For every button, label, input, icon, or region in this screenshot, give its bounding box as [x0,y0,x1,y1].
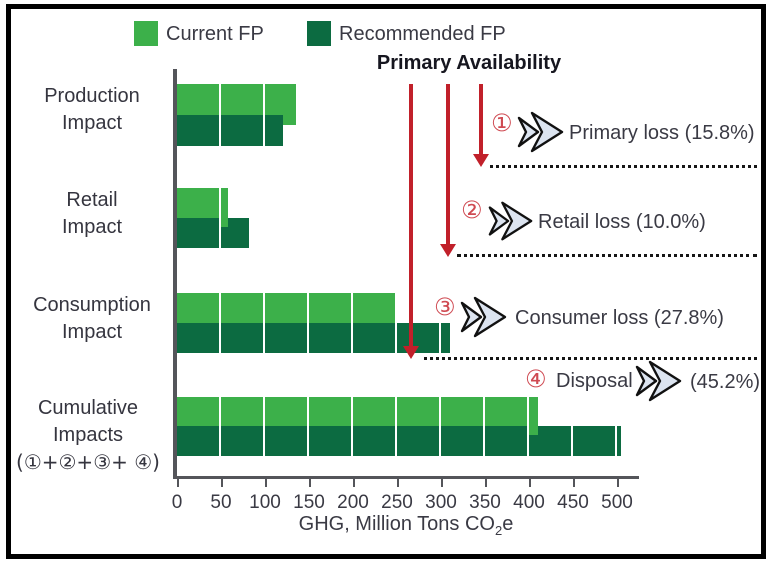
legend-label-current-fp: Current FP [166,23,264,45]
x-tick-0: 0 [171,492,183,513]
availability-arrow-3-head [403,346,419,359]
chart-title: Primary Availability [376,52,562,74]
chevron-arrow-icon-2 [487,199,535,243]
chevron-arrow-icon-3 [459,294,509,340]
annotation-disposal-percent: (45.2%) [690,371,761,393]
category-label-cumulative-line2: (①+②+③+ ④) [16,450,160,474]
x-tick-150: 150 [293,492,325,513]
x-axis-title-pre: GHG, Million Tons CO [298,513,495,535]
bar-retail-current-overhang [221,218,228,227]
x-tick-50: 50 [210,492,232,513]
bar-consumption-current [177,293,397,323]
x-tick-350: 350 [469,492,501,513]
category-label-production: Production Impact [8,83,176,137]
bar-retail-recommended [177,218,250,248]
y-axis-line [173,69,177,479]
legend-swatch-current-fp [134,21,158,46]
category-label-cumulative-line1: Cumulative Impacts [37,397,139,446]
chart-border-frame [6,4,766,559]
category-label-consumption-line2: Impact [61,321,123,343]
chevron-arrow-icon-1 [516,110,566,154]
x-axis-ticks [177,479,619,487]
legend-swatch-recommended-fp [307,21,331,46]
availability-arrow-1-line [479,84,483,154]
x-tick-450: 450 [557,492,589,513]
category-label-cumulative: Cumulative Impacts (①+②+③+ ④) [4,395,172,476]
bar-retail-current [177,188,229,218]
availability-arrow-2-line [446,84,450,244]
category-label-consumption-line1: Consumption [33,294,151,316]
bar-cumulative-current-overhang [529,426,538,435]
category-label-retail: Retail Impact [8,187,176,241]
dotted-line-after-primary-loss [490,165,757,168]
bar-cumulative-current [177,397,538,426]
x-axis-line [173,476,639,479]
bar-cumulative-recommended [177,426,622,456]
bar-consumption-recommended [177,323,450,353]
category-label-production-line2: Impact [61,112,123,134]
availability-arrow-2-head [440,244,456,257]
chevron-arrow-icon-4 [634,359,684,403]
circled-number-1: ① [491,109,513,137]
dotted-line-after-retail-loss [457,254,757,257]
annotation-disposal-label: Disposal [556,370,633,392]
bar-production-recommended [177,115,283,146]
category-label-consumption: Consumption Impact [8,292,176,346]
x-axis-title: GHG, Million Tons CO2e [173,513,639,538]
circled-number-3: ③ [434,293,456,321]
x-tick-250: 250 [381,492,413,513]
annotation-primary-loss: Primary loss (15.8%) [569,122,755,144]
x-axis-title-post: e [502,513,514,535]
annotation-consumer-loss: Consumer loss (27.8%) [515,307,724,329]
availability-arrow-1-head [473,154,489,167]
x-tick-400: 400 [513,492,545,513]
category-label-retail-line1: Retail [66,189,118,211]
annotation-retail-loss: Retail loss (10.0%) [538,211,706,233]
availability-arrow-3-line [409,84,413,346]
category-label-production-line1: Production [44,85,140,107]
circled-number-4: ④ [525,365,547,393]
circled-number-2: ② [461,196,483,224]
dotted-line-after-consumer-loss [424,357,757,360]
bar-production-current [177,84,296,115]
category-label-retail-line2: Impact [61,216,123,238]
legend-label-recommended-fp: Recommended FP [339,23,506,45]
x-axis-title-sub: 2 [495,523,503,538]
x-tick-100: 100 [249,492,281,513]
x-tick-300: 300 [425,492,457,513]
x-tick-500: 500 [601,492,633,513]
bar-production-current-overhang [283,115,296,125]
x-tick-200: 200 [337,492,369,513]
